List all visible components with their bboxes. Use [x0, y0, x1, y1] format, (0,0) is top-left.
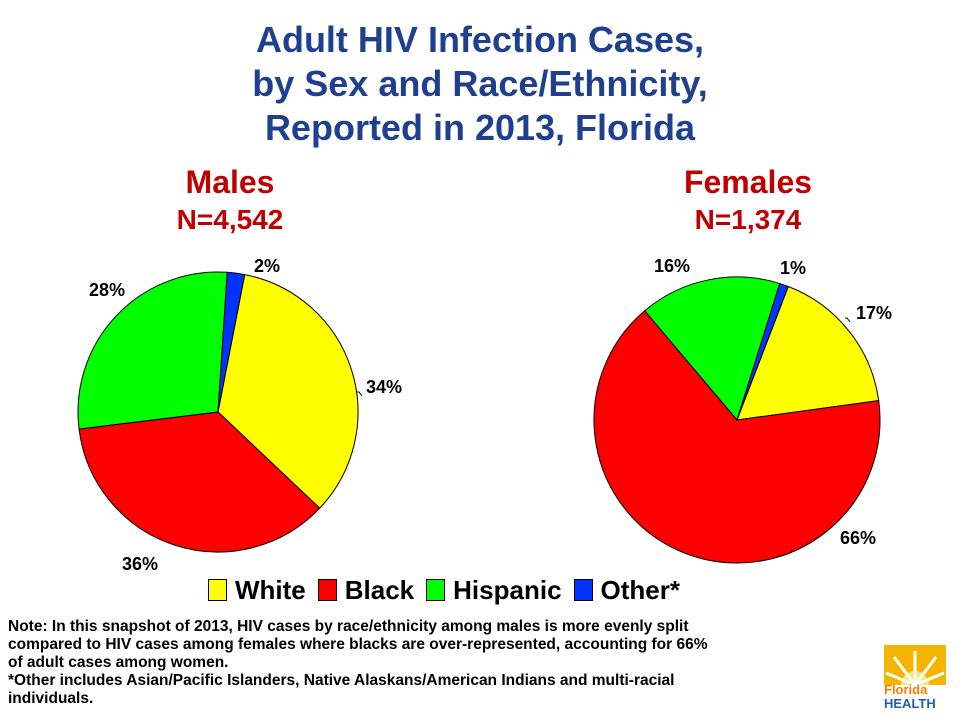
footnote: Note: In this snapshot of 2013, HIV case…: [8, 618, 868, 708]
florida-health-logo: Florida HEALTH: [884, 645, 946, 711]
females-title: Females: [683, 164, 813, 200]
females-label-black: 66%: [840, 528, 876, 548]
legend-swatch-other: [573, 579, 593, 601]
legend-swatch-hispanic: [426, 579, 446, 601]
legend-item-other: Other*: [573, 574, 680, 606]
females-header: Females N=1,374: [648, 164, 848, 240]
males-slice-white: [217, 273, 359, 509]
legend-swatch-white: [208, 579, 227, 601]
legend-label-hispanic: Hispanic: [453, 574, 562, 605]
legend-label-white: White: [235, 574, 306, 605]
females-slice-other: [736, 282, 789, 421]
females-label-white: 17%: [856, 303, 892, 323]
logo-word-florida: Florida: [884, 682, 928, 697]
males-slice-other: [217, 271, 246, 413]
males-leader-line-white: [357, 391, 363, 397]
footnote-line-5: individuals.: [8, 690, 94, 707]
footnote-line-2: compared to HIV cases among females wher…: [8, 636, 708, 653]
legend-item-black: Black: [317, 574, 415, 606]
legend-item-white: White: [208, 575, 306, 606]
females-count: N=1,374: [694, 204, 802, 235]
males-label-black: 36%: [122, 554, 158, 574]
sun-icon: [884, 645, 946, 685]
title-line-3: Reported in 2013, Florida: [264, 107, 696, 148]
females-label-hispanic: 16%: [654, 256, 690, 276]
legend-label-other: Other*: [600, 574, 680, 605]
males-slice-hispanic: [77, 271, 228, 430]
females-slice-black: [593, 310, 881, 564]
females-label-other: 1%: [780, 258, 806, 278]
legend-label-black: Black: [344, 574, 415, 605]
logo-word-health: HEALTH: [884, 696, 936, 711]
males-label-white: 34%: [366, 377, 402, 397]
title-line-2: by Sex and Race/Ethnicity,: [252, 63, 708, 104]
females-slice-white: [736, 285, 880, 421]
chart-title: Adult HIV Infection Cases, by Sex and Ra…: [0, 18, 960, 150]
females-leader-line-white: [845, 317, 851, 323]
males-label-other: 2%: [254, 256, 280, 276]
males-count: N=4,542: [176, 204, 284, 235]
males-label-hispanic: 28%: [89, 280, 125, 300]
males-header: Males N=4,542: [130, 164, 330, 240]
legend: White Black Hispanic Other*: [208, 574, 692, 606]
footnote-line-3: of adult cases among women.: [8, 654, 229, 671]
males-title: Males: [185, 164, 275, 200]
footnote-line-4: *Other includes Asian/Pacific Islanders,…: [8, 672, 675, 689]
females-slice-hispanic: [643, 276, 781, 422]
footnote-line-1: Note: In this snapshot of 2013, HIV case…: [8, 618, 689, 635]
males-slice-black: [78, 411, 321, 553]
legend-item-hispanic: Hispanic: [426, 574, 562, 606]
legend-swatch-black: [317, 579, 337, 601]
title-line-1: Adult HIV Infection Cases,: [255, 19, 705, 60]
